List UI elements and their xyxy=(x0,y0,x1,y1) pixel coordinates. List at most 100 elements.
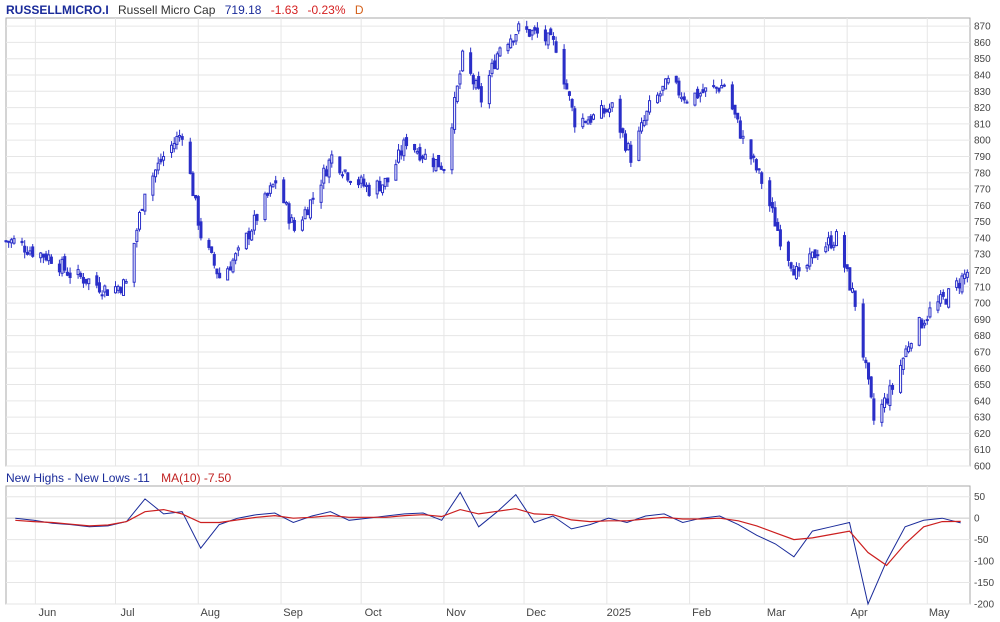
candle-body xyxy=(215,268,219,275)
candle xyxy=(188,137,192,175)
candle-body xyxy=(450,127,454,171)
candle xyxy=(170,141,174,158)
candle-body xyxy=(383,177,387,187)
candle-body xyxy=(883,397,887,408)
symbol-label[interactable]: RUSSELLMICRO.I xyxy=(6,3,109,17)
candle xyxy=(405,133,409,150)
month-tick-label: Dec xyxy=(526,607,546,619)
candle xyxy=(247,227,251,246)
candle xyxy=(274,175,278,189)
candle xyxy=(431,153,435,173)
candle xyxy=(250,229,254,242)
candle xyxy=(872,393,876,425)
candle xyxy=(103,284,107,298)
candle xyxy=(738,116,742,139)
indicator-y-tick-label: -200 xyxy=(974,600,994,611)
candle-body xyxy=(848,267,852,291)
candle xyxy=(461,49,465,72)
candle xyxy=(533,25,537,35)
price-change: -1.63 xyxy=(270,3,299,17)
candle-body xyxy=(380,184,385,194)
candle xyxy=(907,341,911,354)
price-y-tick-label: 720 xyxy=(974,266,991,277)
candle-body xyxy=(872,398,876,421)
candle-body xyxy=(869,376,873,398)
candle-body xyxy=(453,96,457,130)
candle-body xyxy=(196,196,200,226)
candle xyxy=(143,193,147,215)
candle-body xyxy=(864,359,868,364)
candle xyxy=(132,242,136,288)
candle xyxy=(778,224,782,251)
candle-body xyxy=(340,174,344,177)
candle xyxy=(607,103,612,118)
candle-body xyxy=(610,102,614,108)
candle-body xyxy=(105,289,109,296)
candle-body xyxy=(495,53,499,70)
month-tick-label: Feb xyxy=(692,607,711,619)
candle xyxy=(458,70,462,90)
candle-body xyxy=(749,139,753,160)
candle-body xyxy=(888,385,892,407)
candle-body xyxy=(674,75,678,83)
candle xyxy=(348,180,353,186)
price-y-tick-label: 640 xyxy=(974,396,991,407)
candle-body xyxy=(530,30,534,36)
candle xyxy=(850,282,855,294)
candle-body xyxy=(573,108,577,128)
candle xyxy=(789,261,793,272)
indicator-series xyxy=(6,491,970,606)
candle xyxy=(965,269,969,283)
candle-body xyxy=(228,266,232,271)
moving-average-line xyxy=(15,508,961,567)
candle-body xyxy=(760,172,764,184)
candle xyxy=(322,164,326,190)
candle-body xyxy=(284,202,288,205)
candle xyxy=(586,116,590,125)
candle xyxy=(79,271,83,279)
candle-body xyxy=(431,157,435,168)
candle xyxy=(116,284,120,294)
candle xyxy=(434,159,438,172)
candle xyxy=(701,83,705,94)
candle xyxy=(236,245,240,257)
candle-body xyxy=(159,158,163,163)
candle xyxy=(621,127,625,138)
new-highs-lows-line xyxy=(15,491,961,606)
candle xyxy=(218,267,222,279)
candle-body xyxy=(250,230,254,241)
candle xyxy=(47,249,51,265)
candle-body xyxy=(226,268,230,281)
candle xyxy=(63,253,67,273)
candle xyxy=(861,298,865,361)
candle xyxy=(100,290,104,300)
candle-body xyxy=(287,203,291,224)
candle xyxy=(397,143,401,164)
price-y-tick-label: 790 xyxy=(974,152,991,163)
candle xyxy=(904,345,908,358)
candle xyxy=(810,251,814,264)
price-y-tick-label: 620 xyxy=(974,429,991,440)
candle-body xyxy=(210,246,214,253)
candle-body xyxy=(442,169,446,172)
candle-body xyxy=(266,192,270,196)
price-y-tick-label: 670 xyxy=(974,347,991,358)
price-y-tick-label: 750 xyxy=(974,217,991,228)
candle xyxy=(733,104,737,119)
candle-body xyxy=(421,155,425,159)
candle-body xyxy=(324,169,328,177)
candle-body xyxy=(757,168,761,171)
price-y-tick-label: 780 xyxy=(974,168,991,179)
candle-body xyxy=(434,159,438,172)
candle xyxy=(9,237,13,248)
candle-body xyxy=(704,87,708,92)
candle xyxy=(471,73,475,90)
candle xyxy=(888,379,892,411)
candle xyxy=(917,316,921,347)
candle-body xyxy=(49,256,53,264)
candle xyxy=(891,383,895,395)
period-label[interactable]: D xyxy=(354,3,364,17)
candle-body xyxy=(274,180,278,184)
candle xyxy=(909,342,913,352)
candle xyxy=(477,71,481,90)
